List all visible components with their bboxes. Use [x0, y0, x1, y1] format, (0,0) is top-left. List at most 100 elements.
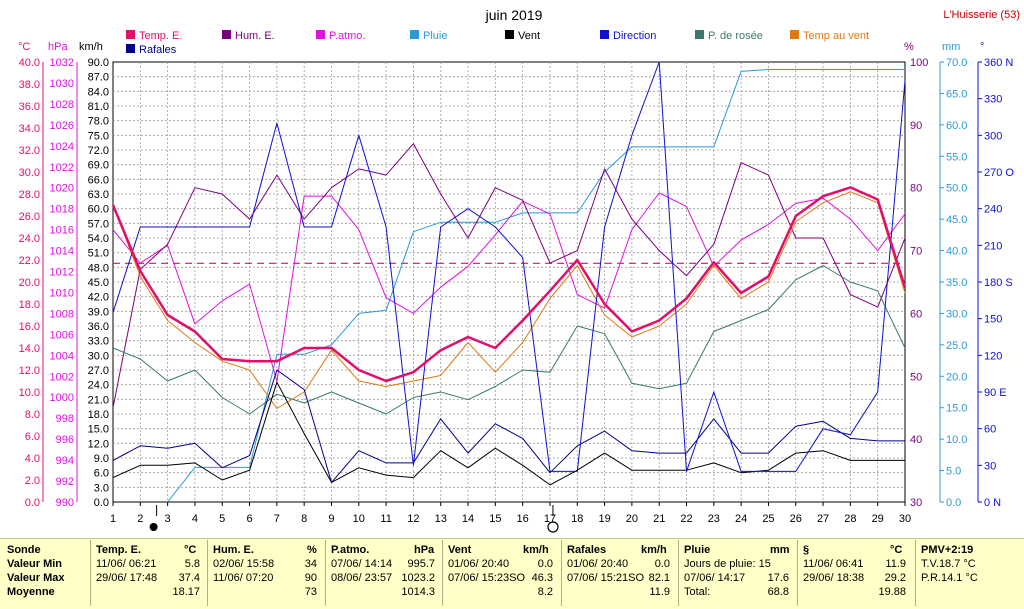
footer-divider — [90, 540, 91, 606]
station-name: L'Huisserie (53) — [943, 9, 1020, 21]
label-max: Valeur Max — [7, 572, 65, 584]
patmo-min-date: 07/06/ 14:14 — [331, 558, 393, 570]
x-tick-label: 29 — [872, 513, 884, 525]
pluie-max-val: 17.6 — [767, 572, 789, 584]
tick-label-mm: 10.0 — [946, 434, 967, 446]
tick-label-kmh: 45.0 — [88, 277, 109, 289]
tick-label-celsius: 10.0 — [19, 387, 40, 399]
tick-label-mm: 35.0 — [946, 277, 967, 289]
chart-axes: 1 2 3 4 5 6 7 8 9 10 11 12 13 14 15 16 17 18 19 20 21 22 23 24 2… — [19, 57, 1014, 533]
temp-unit: °C — [184, 544, 197, 556]
legend-swatch — [316, 30, 325, 39]
rafales-min-date: 01/06/ 20:40 — [567, 558, 629, 570]
s-title: § — [803, 544, 810, 556]
tick-label-kmh: 36.0 — [88, 321, 109, 333]
tick-label-hpa: 998 — [56, 413, 74, 425]
s-max-val: 29.2 — [884, 572, 906, 584]
legend-label: Temp. E. — [139, 30, 182, 42]
tick-label-hpa: 1004 — [50, 350, 74, 362]
x-tick-label: 19 — [598, 513, 610, 525]
tick-label-degree: 330 — [984, 94, 1002, 106]
tick-label-mm: 0.0 — [946, 497, 961, 509]
pluie-title: Pluie — [684, 544, 711, 556]
temp-max-date: 29/06/ 17:48 — [96, 572, 158, 584]
tick-label-kmh: 57.0 — [88, 218, 109, 230]
x-tick-label: 22 — [680, 513, 692, 525]
footer-divider — [915, 540, 916, 606]
legend-swatch — [126, 30, 135, 39]
tick-label-degree: 150 — [984, 314, 1002, 326]
tick-label-kmh: 0.0 — [94, 497, 109, 509]
tick-label-degree: 60 — [984, 424, 996, 436]
label-min: Valeur Min — [7, 558, 63, 570]
x-tick-label: 18 — [571, 513, 583, 525]
legend-swatch — [600, 30, 609, 39]
tick-label-degree: 120 — [984, 350, 1002, 362]
tick-label-degree: 270 O — [984, 167, 1014, 179]
series-line — [112, 369, 905, 483]
pluie-total-val: 68.8 — [767, 586, 789, 598]
footer-divider — [797, 540, 798, 606]
tick-label-kmh: 9.0 — [94, 453, 109, 465]
series-line — [112, 143, 906, 408]
tick-label-hpa: 1014 — [50, 246, 74, 258]
rafales-title: Rafales — [567, 544, 607, 556]
legend-swatch — [790, 30, 799, 39]
x-tick-label: 28 — [844, 513, 856, 525]
tick-label-celsius: 16.0 — [19, 321, 40, 333]
legend-swatch — [222, 30, 231, 39]
tick-label-celsius: 32.0 — [19, 145, 40, 157]
tick-label-hpa: 1030 — [50, 78, 74, 90]
chart-title: juin 2019 — [485, 7, 543, 23]
tick-label-hpa: 1026 — [50, 120, 74, 132]
tick-label-degree: 30 — [984, 460, 996, 472]
rafales-moyenne: 11.9 — [649, 586, 670, 598]
x-tick-label: 1 — [110, 513, 116, 525]
x-tick-label: 16 — [517, 513, 529, 525]
patmo-min-val: 995.7 — [407, 558, 435, 570]
tick-label-mm: 40.0 — [946, 246, 967, 258]
tick-label-percent: 40 — [910, 434, 922, 446]
tick-label-celsius: 24.0 — [19, 233, 40, 245]
patmo-max-date: 08/06/ 23:57 — [331, 572, 393, 584]
legend-swatch — [410, 30, 419, 39]
rafales-max-date: 07/06/ 15:21SO — [567, 572, 645, 584]
x-tick-label: 11 — [380, 513, 391, 525]
vent-title: Vent — [448, 544, 472, 556]
x-tick-label: 7 — [274, 513, 280, 525]
tick-label-mm: 60.0 — [946, 120, 967, 132]
patmo-unit: hPa — [414, 544, 435, 556]
tick-label-mm: 50.0 — [946, 183, 967, 195]
tick-label-kmh: 81.0 — [88, 101, 109, 113]
x-tick-label: 8 — [301, 513, 307, 525]
s-min-date: 11/06/ 06:41 — [803, 558, 864, 570]
x-tick-label: 30 — [899, 513, 911, 525]
temp-title: Temp. E. — [96, 544, 142, 556]
hum-title: Hum. E. — [213, 544, 254, 556]
tick-label-degree: 90 E — [984, 387, 1007, 399]
temp-moyenne: 18.17 — [172, 586, 200, 598]
label-sonde: Sonde — [7, 544, 41, 556]
tick-label-mm: 15.0 — [946, 403, 967, 415]
s-moyenne: 19.88 — [878, 586, 906, 598]
tick-label-hpa: 1006 — [50, 329, 74, 341]
pluie-unit: mm — [770, 544, 790, 556]
tick-label-kmh: 3.0 — [94, 482, 109, 494]
weather-chart: juin 2019 L'Huisserie (53) °C hPa km/h %… — [18, 7, 1020, 533]
tick-label-hpa: 992 — [56, 476, 74, 488]
tick-label-mm: 70.0 — [946, 57, 967, 69]
x-tick-label: 6 — [246, 513, 252, 525]
vent-max-date: 07/06/ 15:23SO — [448, 572, 526, 584]
unit-celsius: °C — [18, 41, 30, 53]
vent-min-val: 0.0 — [537, 558, 553, 570]
tick-label-kmh: 15.0 — [88, 424, 109, 436]
tick-label-kmh: 51.0 — [88, 248, 109, 260]
summary-table: Sonde Valeur Min Valeur Max Moyenne Temp… — [0, 538, 1024, 609]
tick-label-kmh: 24.0 — [88, 380, 109, 392]
tick-label-percent: 80 — [910, 183, 922, 195]
legend-label: P. de rosée — [708, 30, 763, 42]
tick-label-degree: 210 — [984, 240, 1002, 252]
legend-label: Direction — [613, 30, 656, 42]
new-moon-icon — [149, 523, 158, 531]
x-tick-label: 26 — [790, 513, 802, 525]
